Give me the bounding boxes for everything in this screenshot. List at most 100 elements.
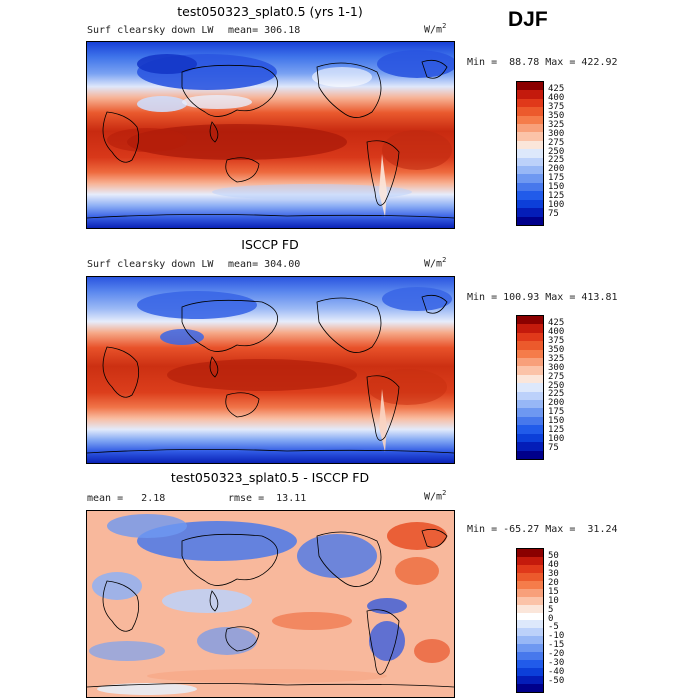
colorbar-tick-label: -40 [548,667,565,678]
colorbar-swatch [517,216,543,225]
colorbar-swatch [517,149,543,158]
panel-3-colorbar [516,548,544,693]
colorbar-swatch [517,358,543,367]
colorbar-swatch [517,660,543,669]
panel-3-map [86,510,455,698]
panel-2-minmax: Min = 100.93 Max = 413.81 [467,292,618,303]
colorbar-swatch [517,140,543,150]
colorbar-swatch [517,157,543,167]
panel-2-title: ISCCP FD [241,237,299,252]
colorbar-swatch [517,425,543,434]
colorbar-swatch [517,107,543,116]
colorbar-tick-label: 75 [548,209,559,220]
colorbar-tick-label: 250 [548,380,565,391]
colorbar-tick-label: 300 [548,362,565,373]
colorbar-tick-label: 20 [548,577,559,588]
colorbar-tick-label: 275 [548,137,565,148]
panel-1-field-label: Surf clearsky down LW [87,25,214,36]
colorbar-tick-label: 250 [548,146,565,157]
colorbar-swatch [517,572,543,581]
panel-2-colorbar [516,315,544,460]
panel-1-minmax: Min = 88.78 Max = 422.92 [467,57,618,68]
colorbar-tick-label: 375 [548,101,565,112]
colorbar-tick-label: 100 [548,200,565,211]
colorbar-tick-label: 350 [548,110,565,121]
colorbar-swatch [517,90,543,99]
colorbar-tick-label: 200 [548,164,565,175]
colorbar-swatch [517,199,543,209]
colorbar-swatch [517,132,543,141]
colorbar-swatch [517,676,543,684]
colorbar-swatch [517,683,543,692]
colorbar-swatch [517,82,543,91]
colorbar-swatch [517,668,543,676]
colorbar-tick-label: -30 [548,658,565,669]
colorbar-swatch [517,628,543,637]
colorbar-swatch [517,556,543,565]
colorbar-swatch [517,620,543,629]
colorbar-tick-label: 175 [548,173,565,184]
colorbar-tick-label: 200 [548,398,565,409]
colorbar-tick-label: 100 [548,434,565,445]
colorbar-tick-label: 225 [548,155,565,166]
colorbar-tick-label: 400 [548,92,565,103]
colorbar-tick-label: 375 [548,335,565,346]
colorbar-tick-label: -20 [548,649,565,660]
colorbar-tick-label: 5 [548,604,554,615]
colorbar-tick-label: 300 [548,128,565,139]
colorbar-swatch [517,98,543,108]
season-label: DJF [508,8,548,31]
panel-2-map-canvas [87,277,454,463]
panel-3-mean: mean = 2.18 [87,493,166,504]
colorbar-swatch [517,433,543,443]
panel-3-units: W/m2 [424,489,447,503]
colorbar-swatch [517,408,543,417]
colorbar-tick-label: -50 [548,676,565,687]
panel-2-units: W/m2 [424,256,447,270]
panel-1-title: test050323_splat0.5 (yrs 1-1) [177,4,363,19]
panel-2-field-label: Surf clearsky down LW [87,259,214,270]
colorbar-tick-label: 425 [548,317,565,328]
panel-2-map [86,276,455,464]
colorbar-swatch [517,400,543,409]
colorbar-swatch [517,182,543,192]
panel-1-units: W/m2 [424,22,447,36]
colorbar-swatch [517,374,543,384]
colorbar-swatch [517,166,543,175]
colorbar-swatch [517,588,543,597]
colorbar-swatch [517,450,543,459]
colorbar-swatch [517,652,543,661]
colorbar-tick-label: -10 [548,631,565,642]
colorbar-swatch [517,391,543,401]
panel-1-mean: mean= 306.18 [228,25,301,36]
colorbar-swatch [517,124,543,133]
colorbar-tick-label: 50 [548,550,559,561]
colorbar-swatch [517,349,543,359]
colorbar-swatch [517,208,543,217]
colorbar-swatch [517,316,543,325]
colorbar-tick-label: 150 [548,182,565,193]
colorbar-tick-label: 150 [548,416,565,427]
colorbar-tick-label: 275 [548,371,565,382]
colorbar-tick-label: 350 [548,344,565,355]
colorbar-swatch [517,383,543,392]
colorbar-swatch [517,644,543,653]
colorbar-tick-label: 30 [548,568,559,579]
colorbar-swatch [517,115,543,125]
colorbar-swatch [517,416,543,426]
panel-1-colorbar [516,81,544,226]
colorbar-swatch [517,324,543,333]
colorbar-tick-label: 10 [548,595,559,606]
colorbar-swatch [517,580,543,589]
colorbar-tick-label: 400 [548,326,565,337]
panel-3-minmax: Min = -65.27 Max = 31.24 [467,524,618,535]
colorbar-tick-label: 425 [548,83,565,94]
colorbar-tick-label: 175 [548,407,565,418]
colorbar-tick-label: 15 [548,586,559,597]
colorbar-swatch [517,191,543,200]
colorbar-swatch [517,332,543,342]
colorbar-swatch [517,604,543,613]
panel-3-rmse: rmse = 13.11 [228,493,307,504]
colorbar-swatch [517,612,543,621]
colorbar-tick-label: 75 [548,443,559,454]
